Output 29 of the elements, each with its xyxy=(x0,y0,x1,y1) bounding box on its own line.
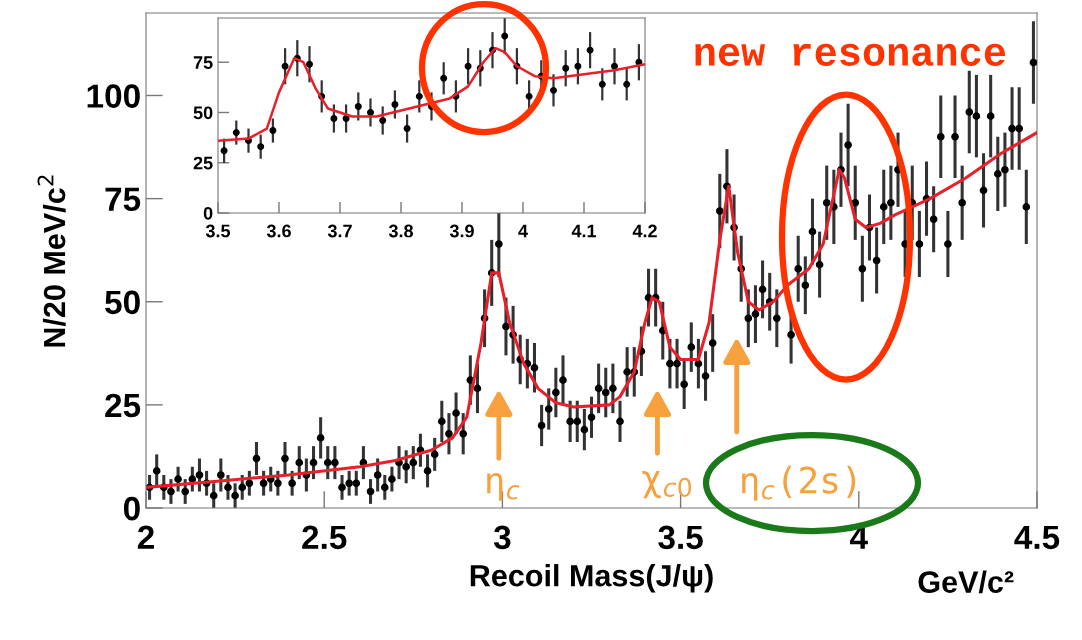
x-tick-label: 4 xyxy=(518,224,528,238)
y-tick-label: 75 xyxy=(193,56,213,69)
x-tick-label: 2 xyxy=(137,525,154,549)
y-tick-label: 50 xyxy=(105,290,140,315)
x-tick-label: 4.2 xyxy=(632,224,657,238)
x-tick-label: 3 xyxy=(493,525,511,550)
annotation: η$_{c}$ xyxy=(487,473,520,501)
x-tick-label: 3.5 xyxy=(205,224,231,238)
y-tick-label: 25 xyxy=(105,393,141,418)
annotation: η$_{c}$(2s) xyxy=(742,465,856,501)
x-tick-label: 3.6 xyxy=(266,224,291,238)
y-tick-label: 100 xyxy=(87,84,140,108)
annotation: new resonance xyxy=(695,43,1006,66)
x-tick-label: 2.5 xyxy=(302,525,347,550)
y-axis-title: N/20 MeV/c$^{2}$ xyxy=(37,175,66,347)
y-tick-label: 75 xyxy=(105,187,141,212)
x-tick-label: 3.7 xyxy=(327,224,352,238)
x-tick-label: 4.5 xyxy=(1014,525,1060,550)
x-tick-label: 3.8 xyxy=(388,224,413,238)
y-tick-label: 0 xyxy=(123,496,140,521)
text: GeV/c² xyxy=(918,570,1014,594)
y-tick-label: 25 xyxy=(193,156,213,170)
y-tick-label: 0 xyxy=(203,206,213,220)
x-axis-title: Recoil Mass(J/ψ) xyxy=(470,564,713,593)
x-tick-label: 4.1 xyxy=(571,224,597,238)
annotation: χ$_{c0}$ xyxy=(642,470,692,499)
x-tick-label: 3.9 xyxy=(449,224,474,238)
y-tick-label: 50 xyxy=(193,106,213,120)
x-tick-label: 3.5 xyxy=(658,525,703,550)
